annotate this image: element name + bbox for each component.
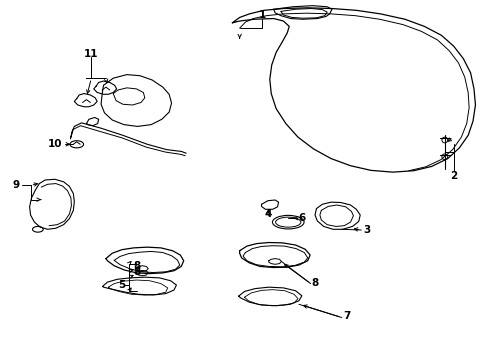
Text: 6: 6	[298, 212, 305, 222]
Text: 8: 8	[311, 278, 318, 288]
Text: 1: 1	[258, 10, 265, 20]
Text: 4: 4	[264, 209, 271, 219]
Text: 10: 10	[47, 139, 62, 149]
Text: 5: 5	[118, 280, 125, 290]
Text: 2: 2	[449, 171, 456, 181]
Text: 7: 7	[342, 311, 349, 321]
Text: 8: 8	[133, 261, 140, 271]
Text: 3: 3	[363, 225, 370, 235]
Text: 9: 9	[12, 180, 20, 190]
Text: 8: 8	[133, 267, 140, 277]
Text: 11: 11	[84, 49, 99, 59]
